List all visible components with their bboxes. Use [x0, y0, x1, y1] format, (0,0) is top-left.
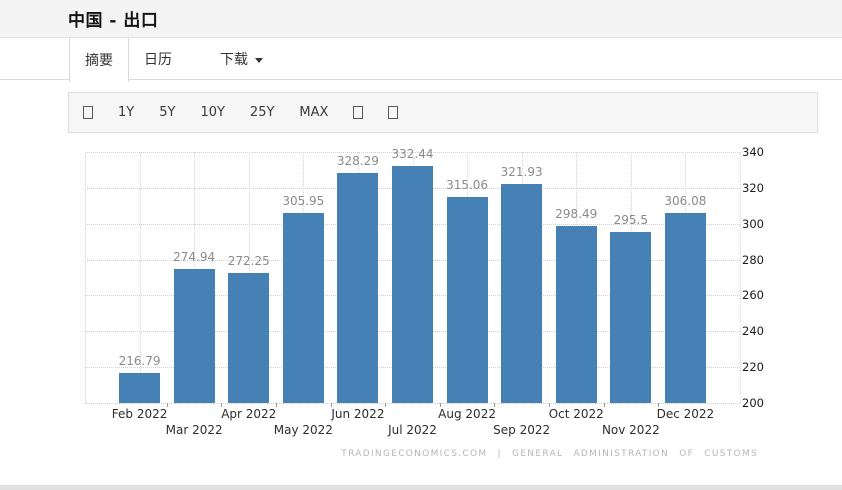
- x-axis-tick: [166, 403, 168, 407]
- bar-value-label: 274.94: [173, 249, 216, 264]
- x-axis-tick: [385, 403, 387, 407]
- bar[interactable]: [555, 226, 597, 403]
- y-axis-tick-label: 340: [742, 145, 764, 159]
- y-axis-tick-label: 260: [742, 288, 764, 303]
- x-axis-tick-label: Apr 2022: [221, 407, 277, 421]
- placeholder-icon-2[interactable]: [353, 106, 364, 119]
- tab-summary[interactable]: 摘要: [69, 38, 129, 82]
- x-axis-tick: [658, 403, 660, 407]
- bar[interactable]: [501, 184, 543, 403]
- y-axis-tick-label: 240: [742, 324, 764, 339]
- horizontal-scrollbar[interactable]: [0, 485, 842, 490]
- bar[interactable]: [282, 213, 324, 403]
- placeholder-icon-3[interactable]: [388, 106, 399, 119]
- x-axis-tick: [439, 403, 441, 407]
- gridline-vertical: [85, 152, 86, 403]
- chevron-down-icon: [255, 57, 263, 63]
- tab-summary-label: 摘要: [85, 53, 113, 69]
- x-axis-tick: [548, 403, 550, 407]
- title-bar: 中国 - 出口: [0, 0, 842, 38]
- page-title: 中国 - 出口: [68, 11, 159, 31]
- plot-area: 216.79 274.94 272.25 305.95 328.29 332.44 315.…: [85, 147, 741, 407]
- bar-value-label: 332.44: [391, 146, 434, 161]
- x-axis-tick-label: Oct 2022: [548, 407, 604, 421]
- bar[interactable]: [119, 372, 161, 403]
- x-axis-tick-label: Sep 2022: [493, 423, 551, 437]
- gridline-vertical: [740, 152, 741, 403]
- tab-download[interactable]: 下载: [205, 38, 278, 80]
- bar-value-label: 295.5: [613, 212, 648, 227]
- y-axis-tick-label: 220: [742, 360, 764, 375]
- y-axis-tick-label: 320: [742, 180, 764, 195]
- x-axis-tick-label: Mar 2022: [165, 423, 223, 437]
- x-axis-tick-label: Dec 2022: [656, 407, 715, 421]
- bar[interactable]: [446, 196, 488, 403]
- range-25y-button[interactable]: 25Y: [249, 105, 275, 120]
- range-max-button[interactable]: MAX: [299, 105, 329, 120]
- range-1y-button[interactable]: 1Y: [118, 105, 135, 120]
- x-axis-tick: [494, 403, 496, 407]
- range-5y-button[interactable]: 5Y: [159, 105, 176, 120]
- x-axis-tick-label: Aug 2022: [438, 407, 496, 421]
- bar[interactable]: [392, 165, 433, 403]
- x-axis-tick-label: Nov 2022: [601, 423, 660, 437]
- bar-value-label: 298.49: [555, 207, 598, 222]
- bar[interactable]: [664, 212, 706, 403]
- tab-download-label: 下载: [220, 52, 248, 68]
- bar-value-label: 305.95: [282, 194, 325, 209]
- bar-value-label: 306.08: [664, 193, 707, 208]
- bar-value-label: 272.25: [227, 254, 270, 269]
- gridline-vertical: [139, 152, 141, 403]
- bar-value-label: 315.06: [446, 177, 489, 192]
- x-axis-tick-label: Jul 2022: [388, 423, 437, 437]
- x-axis-tick-label: Jun 2022: [331, 407, 385, 421]
- x-axis-tick: [221, 403, 223, 407]
- tab-spacer: [0, 38, 69, 80]
- bar[interactable]: [610, 231, 652, 403]
- tab-calendar-label: 日历: [144, 52, 172, 68]
- x-axis-tick-label: Feb 2022: [111, 407, 168, 421]
- bar[interactable]: [337, 172, 379, 403]
- x-axis-tick-label: May 2022: [273, 423, 333, 437]
- chart-widget: 216.79 274.94 272.25 305.95 328.29 332.44 315.…: [0, 133, 842, 485]
- tab-bar: 摘要 日历 下载: [0, 38, 842, 82]
- y-axis-tick-label: 300: [742, 216, 764, 231]
- gridline-horizontal: [85, 403, 740, 404]
- chart-toolbar: 1Y 5Y 10Y 25Y MAX: [68, 92, 818, 133]
- bar-value-label: 328.29: [336, 153, 379, 168]
- range-10y-button[interactable]: 10Y: [200, 105, 225, 120]
- placeholder-icon-1[interactable]: [83, 106, 93, 119]
- y-axis-tick-label: 200: [742, 396, 764, 410]
- bar[interactable]: [173, 268, 215, 403]
- x-axis-tick: [330, 403, 332, 407]
- y-axis-tick-label: 280: [742, 252, 764, 267]
- bar-value-label: 216.79: [118, 353, 161, 368]
- x-axis-tick: [603, 403, 605, 407]
- tab-calendar[interactable]: 日历: [129, 38, 187, 80]
- chart-attribution: TRADINGECONOMICS.COM | GENERAL ADMINISTR…: [341, 449, 758, 459]
- x-axis-tick: [276, 403, 278, 407]
- bar[interactable]: [228, 273, 270, 403]
- bar-value-label: 321.93: [500, 165, 543, 180]
